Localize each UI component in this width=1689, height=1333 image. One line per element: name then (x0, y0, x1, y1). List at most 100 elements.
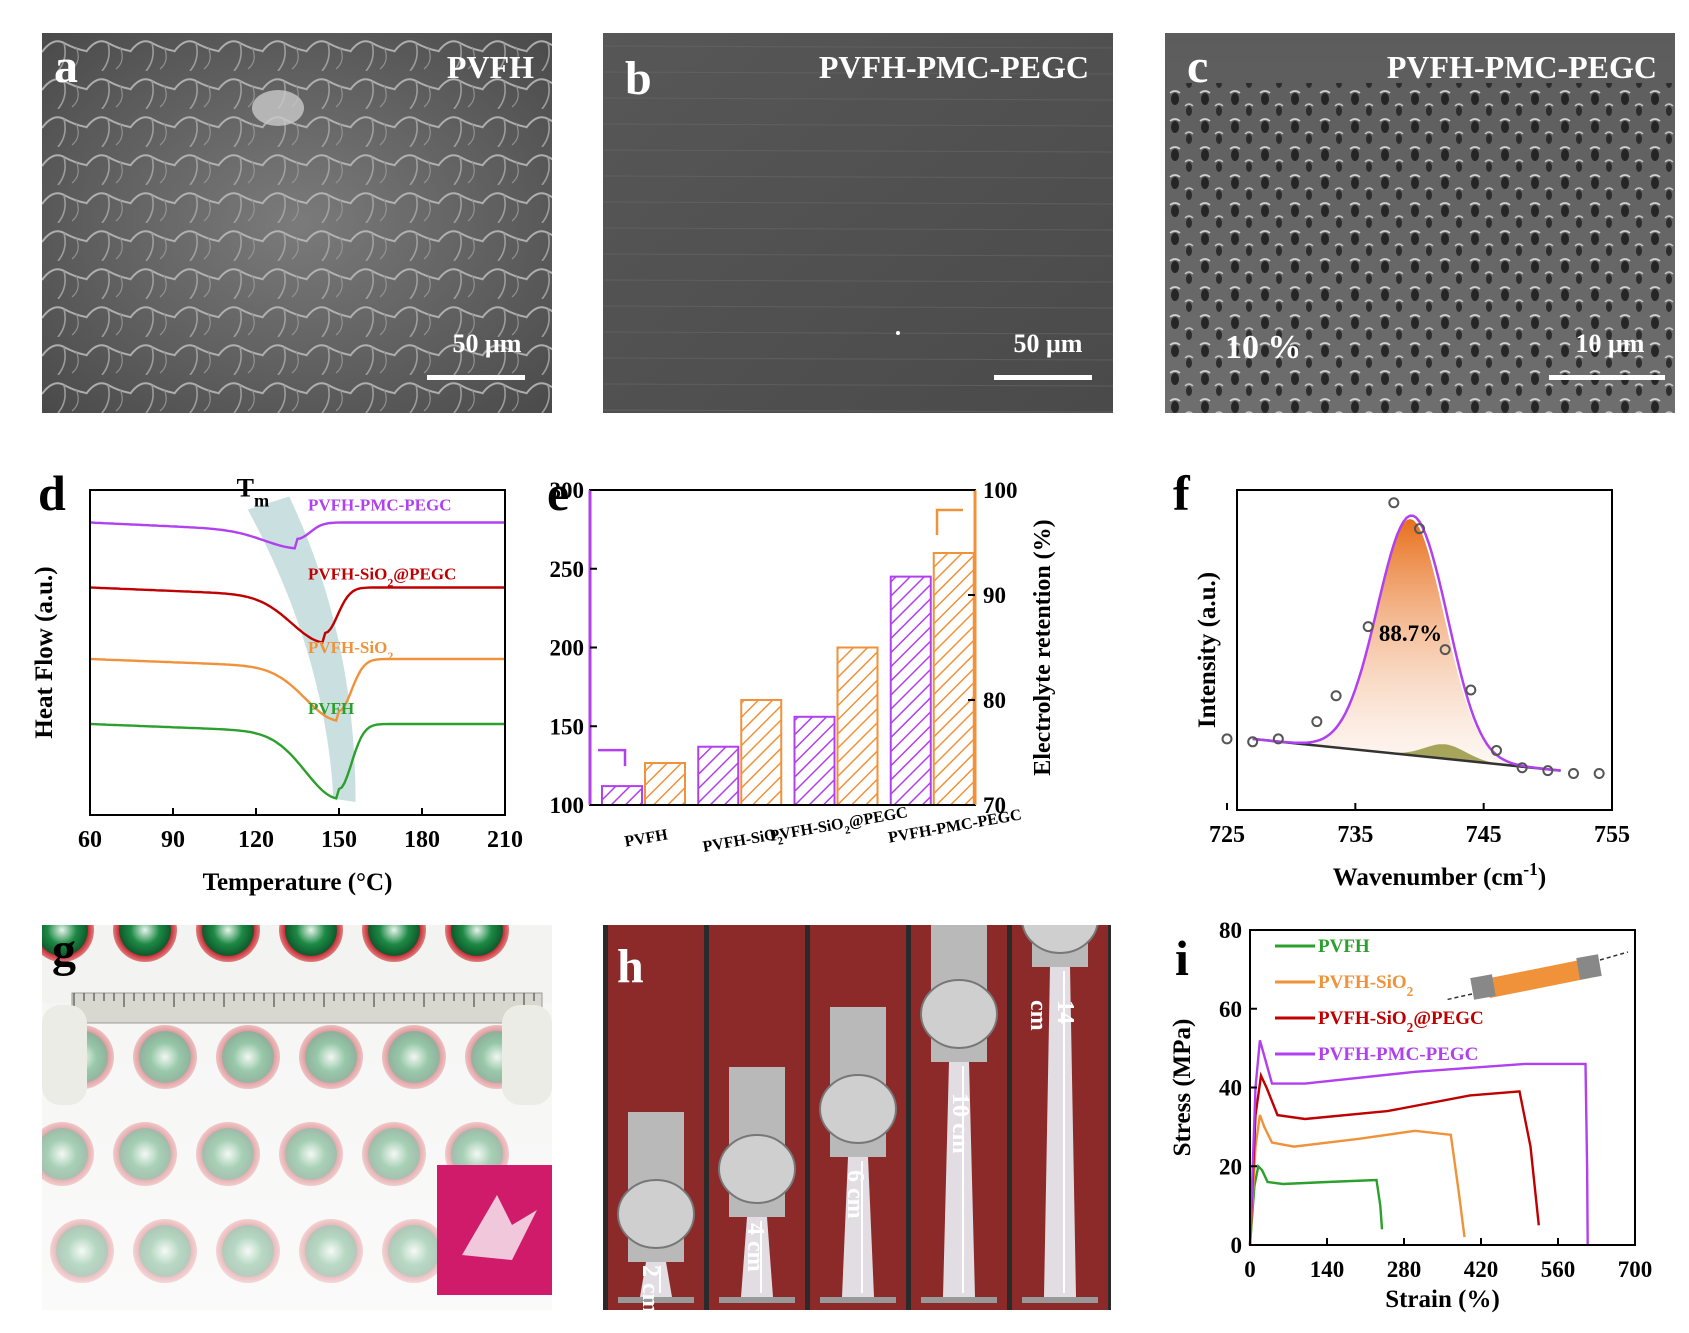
x-tick-label-d: 210 (487, 827, 523, 853)
scale-bar-c (1549, 375, 1665, 380)
data-point-f-4 (1311, 716, 1323, 728)
bar-retention-2 (740, 699, 783, 806)
y-axis-label-right-e: Electrolyte retention (%) (1030, 519, 1056, 775)
y-tick-label-e: 200 (550, 636, 585, 661)
lower-grip-4 (921, 1297, 997, 1303)
chart-i: i PVFH PVFH-SiO2 PVFH-SiO2@PEGC PVFH-PMC-PE… (1169, 918, 1652, 1313)
porosity-label-c: 10 % (1225, 329, 1302, 366)
tm-annotation: Tm (237, 474, 270, 511)
photo-h-scene (608, 925, 1108, 1310)
sample-label-a: PVFH (446, 49, 534, 85)
badge-logo (196, 925, 260, 962)
tm-band (247, 496, 356, 802)
bar-retention-4 (932, 552, 975, 806)
clamp-disc-1 (617, 1179, 695, 1249)
chart-d: d PVFH-PMC-PEGCPVFH-SiO2@PEGCPVFH-SiO2PV… (31, 465, 523, 896)
data-point-f-1 (1221, 733, 1233, 745)
chart-i-plot: PVFH PVFH-SiO2 PVFH-SiO2@PEGC PVFH-PMC-PEGC… (1169, 918, 1652, 1313)
data-point-f-5 (1330, 690, 1342, 702)
chart-e-plot: PVFH PVFH-SiO2PVFH-SiO2@PEGCPVFH-PMC-PEGC… (550, 478, 1057, 856)
photo-h: h 2 cm 4 cm 6 cm 10 cm 14 cm (603, 925, 1111, 1310)
length-label-2: 4 cm (742, 1223, 768, 1272)
arrow-right-e (935, 508, 963, 535)
sem-texture-c (1165, 33, 1675, 413)
x-tick-label-i: 140 (1310, 1257, 1345, 1282)
dsc-curve-3 (89, 657, 505, 722)
data-point-f-11 (1491, 744, 1502, 756)
data-point-f-13 (1542, 765, 1554, 777)
sample-label-b: PVFH-PMC-PEGC (818, 49, 1089, 85)
x-tick-label-i: 560 (1541, 1257, 1576, 1282)
y-tick-label-e: 100 (550, 793, 585, 818)
grip-left (1470, 974, 1496, 1000)
stretched-film-4 (943, 1062, 975, 1297)
x-tick-label-i: 700 (1618, 1257, 1653, 1282)
badge-logo (279, 925, 343, 962)
dsc-curve-2 (89, 586, 505, 644)
stretched-film-2 (741, 1217, 773, 1297)
photo-g: g (42, 925, 552, 1310)
chart-f-plot: 725 735 745 755 Wavenumber (cm-1) Intensity (… (1194, 489, 1630, 891)
bar-uptake-1 (601, 785, 643, 807)
specimen-inset (1480, 960, 1590, 998)
y-tick-label-e: 150 (550, 714, 585, 739)
arrow-left-e (598, 748, 627, 767)
length-label-3: 6 cm (842, 1170, 868, 1219)
stress-strain-curve-4 (1248, 1039, 1589, 1246)
x-tick-label-f: 745 (1466, 822, 1502, 848)
peak-area-main (1252, 519, 1561, 771)
data-point-f-8 (1414, 523, 1425, 535)
bar-uptake-2 (697, 745, 740, 807)
data-point-f-10 (1465, 684, 1477, 696)
y-tick-label-right-e: 100 (983, 478, 1018, 503)
bar-retention-3 (836, 646, 879, 806)
x-tick-label-d: 90 (161, 827, 185, 853)
category-label-1: PVFH (623, 826, 669, 850)
lower-grip-2 (719, 1297, 795, 1303)
data-point-f-15 (1593, 767, 1605, 779)
bar-uptake-3 (793, 715, 836, 806)
pull-arrow-left (1444, 993, 1473, 1001)
panel-letter-h: h (617, 940, 644, 993)
pull-arrow-right (1599, 951, 1629, 961)
x-tick-label-d: 120 (238, 827, 274, 853)
stretched-film-5 (1044, 967, 1076, 1297)
x-axis-label-f: Wavenumber (cm-1) (1333, 859, 1546, 891)
sample-label-c: PVFH-PMC-PEGC (1386, 49, 1657, 85)
stress-strain-curve-1 (1248, 1163, 1384, 1246)
baseline-f (1252, 737, 1561, 772)
series-label-d-4: PVFH (308, 699, 354, 718)
legend-label-i-1: PVFH (1318, 936, 1370, 957)
lower-grip-3 (820, 1297, 896, 1303)
data-point-f-2 (1247, 736, 1259, 748)
y-tick-label-i: 40 (1219, 1076, 1242, 1101)
dsc-curve-4 (89, 722, 505, 800)
x-tick-label-d: 150 (321, 827, 357, 853)
lower-grip-5 (1022, 1297, 1098, 1303)
data-point-f-7 (1388, 497, 1400, 509)
bar-retention-1 (644, 762, 686, 806)
photo-g-scene (42, 925, 552, 1310)
x-tick-label-f: 725 (1209, 822, 1245, 848)
chart-e: e PVFH PVFH-SiO2PVFH-SiO2@PEGCPVFH-PMC-PE… (547, 465, 1057, 856)
y-tick-label-i: 0 (1231, 1233, 1243, 1258)
stretched-film-3 (842, 1157, 874, 1297)
x-axis-label-i: Strain (%) (1385, 1286, 1500, 1313)
stretched-film-1 (640, 1262, 672, 1297)
y-tick-label-right-e: 70 (983, 793, 1006, 818)
y-axis-label-d: Heat Flow (a.u.) (31, 566, 58, 738)
data-point-f-14 (1568, 767, 1579, 779)
length-label-4: 10 cm (947, 1093, 973, 1154)
axes-frame-f (1236, 489, 1613, 811)
badge-logo (42, 925, 94, 962)
axes-frame-d (89, 489, 506, 816)
scale-label-a: 50 μm (452, 329, 522, 358)
x-tick-label-f: 755 (1594, 822, 1630, 848)
stress-strain-curve-2 (1248, 1114, 1466, 1246)
scale-bar-a (427, 375, 525, 380)
y-tick-label-right-e: 90 (983, 583, 1006, 608)
sem-texture-a (42, 33, 552, 413)
fit-curve-f (1252, 514, 1561, 772)
peak-percent-label: 88.7% (1379, 621, 1442, 646)
legend-label-i-3: PVFH-SiO2@PEGC (1318, 1008, 1484, 1035)
